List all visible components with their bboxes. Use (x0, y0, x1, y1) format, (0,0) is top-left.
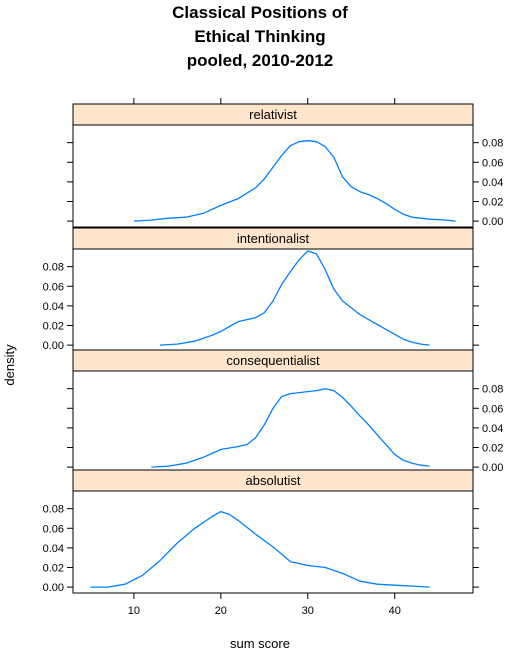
strip-label-consequentialist: consequentialist (226, 353, 320, 368)
chart-title-line-1: Classical Positions of (172, 3, 348, 22)
x-tick-label-1: 20 (215, 605, 227, 617)
panel-consequentialist: consequentialist 0.00 0.02 0.04 0.06 0.08 (67, 349, 503, 474)
y-tick-label-intentionalist-2: 0.04 (43, 301, 64, 313)
y-tick-label-consequentialist-1: 0.02 (482, 443, 503, 455)
y-tick-label-consequentialist-4: 0.08 (482, 384, 503, 396)
y-tick-label-relativist-1: 0.02 (482, 197, 503, 209)
panel-intentionalist: intentionalist 0.00 0.02 0.04 0.06 0.08 (43, 227, 479, 352)
y-tick-label-consequentialist-0: 0.00 (482, 462, 503, 474)
strip-label-relativist: relativist (249, 107, 297, 122)
panels-group: relativist0.000.020.040.060.08intentiona… (43, 103, 503, 594)
y-tick-label-relativist-0: 0.00 (482, 216, 503, 228)
x-axis-label: sum score (230, 636, 290, 651)
y-tick-label-intentionalist-0: 0.00 (43, 340, 64, 352)
density-line-intentionalist (159, 250, 430, 346)
x-axis: 10 20 30 40 (128, 98, 401, 617)
x-tick-label-2: 30 (302, 605, 314, 617)
density-line-consequentialist (151, 388, 430, 468)
y-tick-label-intentionalist-4: 0.08 (43, 262, 64, 274)
y-tick-label-consequentialist-3: 0.06 (482, 403, 503, 415)
x-tick-label-0: 10 (128, 605, 140, 617)
chart-title-line-3: pooled, 2010-2012 (187, 51, 333, 70)
y-tick-label-absolutist-1: 0.02 (43, 563, 64, 575)
y-tick-label-intentionalist-3: 0.06 (43, 281, 64, 293)
y-axis-label: density (2, 344, 17, 386)
y-tick-label-absolutist-2: 0.04 (43, 543, 64, 555)
strip-label-absolutist: absolutist (246, 473, 301, 488)
y-tick-label-absolutist-3: 0.06 (43, 523, 64, 535)
y-tick-label-consequentialist-2: 0.04 (482, 423, 503, 435)
plot-frame-consequentialist (72, 370, 474, 474)
panel-relativist: relativist 0.00 0.02 0.04 0.06 0.08 (67, 103, 503, 228)
x-tick-label-3: 40 (389, 605, 401, 617)
y-tick-label-relativist-4: 0.08 (482, 138, 503, 150)
plot-frame-relativist (72, 124, 474, 228)
panel-absolutist: absolutist 0.00 0.02 0.04 0.06 0.08 (43, 469, 479, 594)
y-tick-label-absolutist-0: 0.00 (43, 582, 64, 594)
plot-frame-absolutist (72, 490, 474, 594)
y-tick-label-intentionalist-1: 0.02 (43, 321, 64, 333)
chart-title-line-2: Ethical Thinking (194, 27, 325, 46)
strip-label-intentionalist: intentionalist (237, 231, 310, 246)
y-tick-label-relativist-3: 0.06 (482, 157, 503, 169)
density-line-absolutist (90, 510, 430, 588)
density-line-relativist (133, 140, 456, 222)
y-tick-label-absolutist-4: 0.08 (43, 504, 64, 516)
y-tick-label-relativist-2: 0.04 (482, 177, 503, 189)
